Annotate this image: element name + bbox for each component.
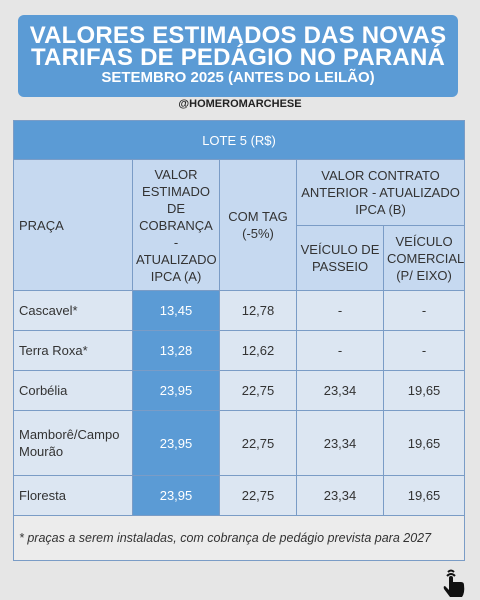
table-cell: 23,34 <box>296 410 384 476</box>
table-cell: 12,78 <box>219 290 297 331</box>
table-cell: 19,65 <box>382 370 466 411</box>
column-header: VALOR ESTIMADO DE COBRANÇA - ATUALIZADO … <box>132 159 220 291</box>
table-cell: - <box>296 330 384 371</box>
row-label: Corbélia <box>13 370 133 411</box>
table-cell: - <box>296 290 384 331</box>
table-cell: 13,45 <box>132 290 220 331</box>
table-row: Cascavel* 13,45 12,78- - <box>13 290 466 331</box>
table-row: Floresta 23,95 22,75 23,34 19,65 <box>13 475 466 516</box>
table-cell: - <box>382 330 466 371</box>
hand-icon <box>443 569 465 597</box>
table-caption: LOTE 5 (R$) <box>12 120 466 160</box>
row-label: Cascavel* <box>13 290 133 331</box>
toll-table: LOTE 5 (R$) PRAÇA VALOR ESTIMADO DE COBR… <box>12 120 466 561</box>
table-body: Cascavel* 13,45 12,78- - Terra Roxa* 13,28 12,… <box>13 290 466 516</box>
row-label: Mamborê/Campo Mourão <box>13 410 133 476</box>
column-header: VEÍCULO DE PASSEIO <box>296 225 384 291</box>
table-row: Terra Roxa* 13,28 12,62- - <box>13 330 466 371</box>
table-cell: 19,65 <box>382 475 466 516</box>
table-cell: 13,28 <box>132 330 220 371</box>
table-row: Corbélia 23,95 22,75 23,34 19,65 <box>13 370 466 411</box>
subtitle: SETEMBRO 2025 (ANTES DO LEILÃO) <box>101 69 375 86</box>
title-line: TARIFAS DE PEDÁGIO NO PARANÁ <box>30 44 446 71</box>
row-label: Floresta <box>13 475 133 516</box>
row-label: Terra Roxa* <box>13 330 133 371</box>
column-header: PRAÇA <box>13 159 133 291</box>
handle: @HOMEROMARCHESE <box>178 98 302 110</box>
table-cell: 22,75 <box>219 370 297 411</box>
column-header: COM TAG (-5%) <box>219 159 297 291</box>
table-cell: 23,95 <box>132 410 220 476</box>
table-cell: 12,62 <box>219 330 297 371</box>
table-cell: 22,75 <box>219 475 297 516</box>
table-cell: 19,65 <box>382 410 466 476</box>
table-cell: - <box>382 290 466 331</box>
table-cell: 23,95 <box>132 475 220 516</box>
table-cell: 23,95 <box>132 370 220 411</box>
column-header: VALOR CONTRATO ANTERIOR - ATUALIZADO IPC… <box>295 159 466 226</box>
table-row: Mamborê/Campo Mourão 23,95 22,75 23,34 19,65 <box>13 410 466 476</box>
title-line: VALORES ESTIMADOS DAS NOVAS <box>29 22 447 49</box>
title-banner: VALORES ESTIMADOS DAS NOVAS TARIFAS DE P… <box>18 15 458 97</box>
footnote: * praças a serem instaladas, com cobranç… <box>12 515 466 561</box>
column-header: VEÍCULO COMERCIAL (P/ EIXO) <box>382 225 466 291</box>
table-cell: 22,75 <box>219 410 297 476</box>
table-cell: 23,34 <box>296 475 384 516</box>
table-cell: 23,34 <box>296 370 384 411</box>
